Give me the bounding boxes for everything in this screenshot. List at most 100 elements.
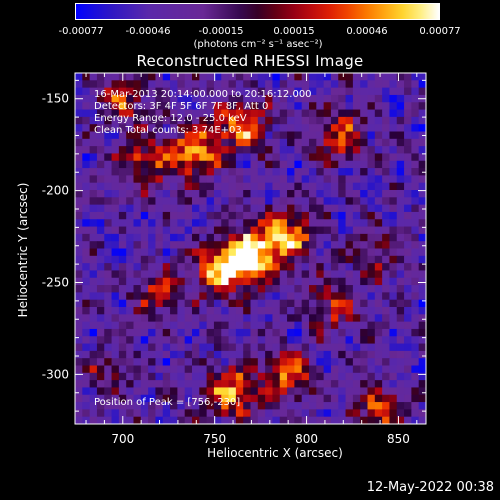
heatmap-cell	[82, 299, 91, 308]
heatmap-cell	[316, 146, 325, 154]
heatmap-cell	[228, 102, 237, 110]
heatmap-cell	[360, 197, 368, 206]
heatmap-cell	[389, 73, 398, 81]
heatmap-cell	[111, 131, 120, 140]
heatmap-cell	[338, 372, 346, 381]
heatmap-cell	[140, 277, 149, 286]
heatmap-cell	[265, 204, 273, 213]
heatmap-cell	[345, 94, 354, 103]
heatmap-cell	[192, 387, 200, 396]
annotation-peak: Position of Peak = [756,-230]	[94, 397, 241, 408]
heatmap-cell	[279, 394, 288, 403]
heatmap-cell	[309, 182, 317, 191]
heatmap-cell	[133, 182, 142, 191]
heatmap-cell	[374, 211, 383, 220]
heatmap-cell	[294, 94, 303, 103]
heatmap-cell	[396, 204, 405, 213]
heatmap-cell	[170, 124, 178, 132]
heatmap-cell	[206, 211, 215, 220]
heatmap-cell	[82, 146, 91, 154]
heatmap-cell	[213, 116, 222, 125]
heatmap-cell	[184, 160, 193, 169]
heatmap-cell	[140, 394, 149, 403]
heatmap-cell	[228, 241, 237, 249]
heatmap-cell	[89, 285, 98, 293]
heatmap-cell	[389, 270, 398, 279]
heatmap-cell	[206, 219, 215, 227]
heatmap-cell	[272, 168, 281, 176]
heatmap-cell	[330, 321, 339, 330]
heatmap-cell	[352, 168, 361, 176]
heatmap-cell	[192, 94, 200, 103]
heatmap-cell	[352, 153, 361, 162]
heatmap-cell	[265, 365, 273, 374]
heatmap-cell	[170, 270, 178, 279]
heatmap-cell	[418, 314, 427, 323]
heatmap-cell	[309, 160, 317, 169]
heatmap-cell	[279, 131, 288, 140]
heatmap-cell	[170, 350, 178, 359]
heatmap-cell	[170, 190, 178, 198]
heatmap-cell	[126, 190, 134, 198]
heatmap-cell	[330, 153, 339, 162]
heatmap-cell	[177, 116, 186, 125]
heatmap-cell	[199, 365, 208, 374]
heatmap-cell	[228, 116, 237, 125]
heatmap-cell	[170, 394, 178, 403]
heatmap-cell	[104, 211, 112, 220]
heatmap-cell	[418, 109, 427, 118]
heatmap-cell	[374, 94, 383, 103]
heatmap-cell	[213, 263, 222, 271]
heatmap-cell	[235, 153, 244, 162]
heatmap-cell	[294, 182, 303, 191]
heatmap-cell	[243, 292, 251, 301]
heatmap-cell	[162, 131, 171, 140]
heatmap-cell	[75, 292, 83, 301]
heatmap-cell	[177, 153, 186, 162]
heatmap-cell	[279, 343, 288, 352]
heatmap-cell	[140, 204, 149, 213]
heatmap-cell	[104, 365, 112, 374]
heatmap-cell	[330, 94, 339, 103]
heatmap-cell	[213, 350, 222, 359]
heatmap-cell	[272, 73, 281, 81]
heatmap-cell	[213, 402, 222, 410]
heatmap-cell	[206, 241, 215, 249]
heatmap-cell	[228, 372, 237, 381]
heatmap-cell	[272, 416, 281, 425]
heatmap-cell	[404, 80, 412, 89]
heatmap-cell	[301, 307, 310, 315]
heatmap-cell	[330, 168, 339, 176]
heatmap-cell	[177, 277, 186, 286]
heatmap-cell	[396, 350, 405, 359]
heatmap-cell	[360, 211, 368, 220]
heatmap-cell	[338, 416, 346, 425]
heatmap-cell	[170, 182, 178, 191]
heatmap-cell	[184, 197, 193, 206]
heatmap-cell	[148, 219, 156, 227]
heatmap-cell	[360, 416, 368, 425]
heatmap-cell	[155, 233, 164, 242]
heatmap-cell	[374, 255, 383, 264]
heatmap-cell	[345, 204, 354, 213]
heatmap-cell	[374, 182, 383, 191]
heatmap-cell	[323, 87, 332, 96]
heatmap-cell	[418, 277, 427, 286]
heatmap-cell	[294, 255, 303, 264]
heatmap-cell	[345, 409, 354, 418]
heatmap-cell	[140, 153, 149, 162]
heatmap-cell	[162, 328, 171, 337]
heatmap-cell	[250, 402, 259, 410]
heatmap-cell	[126, 314, 134, 323]
heatmap-cell	[360, 175, 368, 184]
heatmap-cell	[301, 175, 310, 184]
heatmap-cell	[279, 160, 288, 169]
heatmap-cell	[338, 153, 346, 162]
heatmap-cell	[323, 350, 332, 359]
heatmap-cell	[287, 211, 295, 220]
heatmap-cell	[75, 285, 83, 293]
heatmap-cell	[140, 336, 149, 344]
heatmap-cell	[162, 255, 171, 264]
heatmap-cell	[382, 336, 390, 344]
heatmap-cell	[382, 219, 390, 227]
